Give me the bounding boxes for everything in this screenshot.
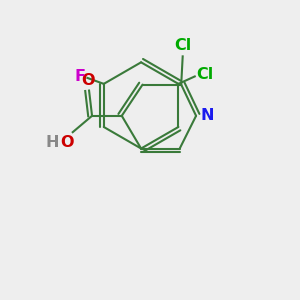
Text: Cl: Cl <box>174 38 191 53</box>
Text: F: F <box>75 69 86 84</box>
Text: N: N <box>200 108 214 123</box>
Text: O: O <box>61 135 74 150</box>
Text: Cl: Cl <box>196 68 214 82</box>
Text: H: H <box>46 135 59 150</box>
Text: O: O <box>81 73 94 88</box>
